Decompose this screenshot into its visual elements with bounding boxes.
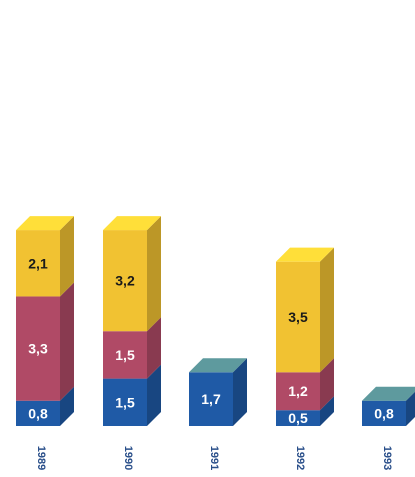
value-label-1992-3: 3,5 [288,309,308,325]
bar-segment-1990-3 [103,230,147,332]
bar-segment-1991-1 [189,372,233,426]
bar-side-1990-3 [147,216,161,332]
x-tick-label-1990: 1990 [122,446,134,470]
x-tick-label-1993: 1993 [381,446,393,470]
bar-side-1993-1 [406,391,415,426]
value-labels-group: 0,8 3,3 2,1 1,5 1,5 3,2 1,7 0,5 1,2 3,5 0,8 [28,255,394,426]
bar-top-1993 [362,386,415,401]
bar-segment-1992-1 [276,410,320,426]
bar-top-1991 [189,358,247,373]
bar-top-1992 [276,247,334,262]
bar-side-1991-1 [233,358,247,426]
bar-segment-1992-3 [276,261,320,373]
bar-segment-1990-1 [103,378,147,426]
value-label-1989-3: 2,1 [28,255,48,271]
bar-segment-1989-2 [16,296,60,401]
bar-side-1990-2 [147,317,161,379]
bar-segment-1989-1 [16,400,60,426]
value-label-1989-2: 3,3 [28,341,48,357]
value-label-1991-1: 1,7 [201,391,221,407]
bar-top-1989 [16,216,74,231]
bars-group [16,216,415,426]
bar-side-1989-3 [60,216,74,297]
value-label-1992-2: 1,2 [288,383,308,399]
year-labels-group: 1989 1990 1991 1992 1993 [35,446,393,470]
value-label-1990-1: 1,5 [115,394,135,410]
x-tick-label-1992: 1992 [294,446,306,470]
value-label-1993-1: 0,8 [374,405,394,421]
bar-side-1989-1 [60,386,74,426]
bar-top-1990 [103,216,161,231]
bar-side-1992-3 [320,247,334,373]
bar-side-1990-1 [147,364,161,426]
value-label-1990-2: 1,5 [115,347,135,363]
x-tick-label-1989: 1989 [35,446,47,470]
value-label-1990-3: 3,2 [115,273,135,289]
bar-segment-1989-3 [16,230,60,297]
bar-segment-1992-2 [276,372,320,411]
bar-side-1992-1 [320,396,334,426]
value-label-1989-1: 0,8 [28,405,48,421]
bar-segment-1993-1 [362,400,406,426]
bar-side-1992-2 [320,358,334,411]
x-tick-label-1991: 1991 [208,446,220,470]
bar-segment-1990-2 [103,331,147,379]
bar-side-1989-2 [60,282,74,401]
value-label-1992-1: 0,5 [288,410,308,426]
